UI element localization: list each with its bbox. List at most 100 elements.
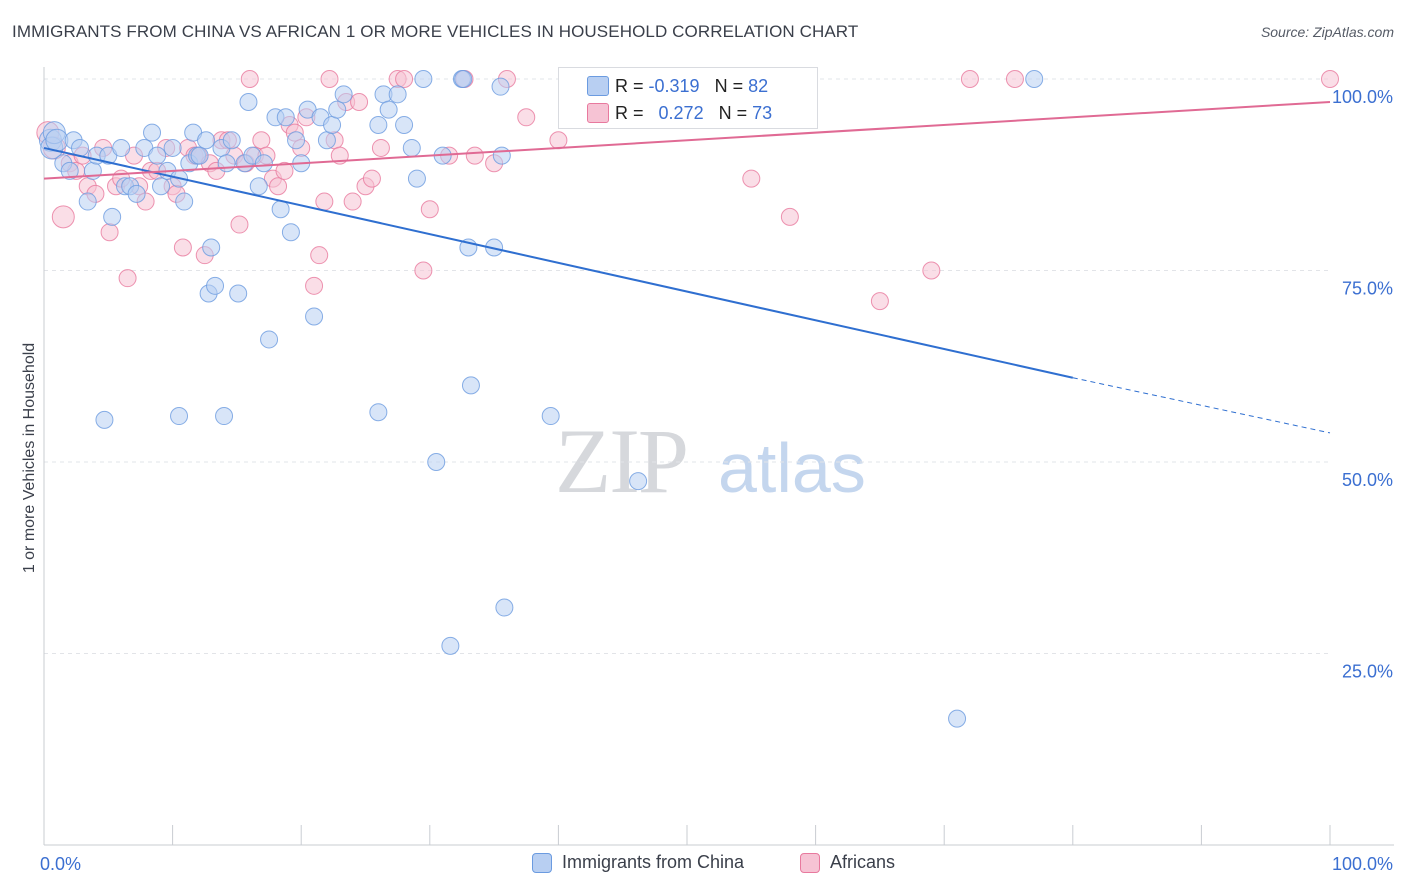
point-china-45 (276, 108, 295, 127)
point-african-31 (230, 215, 249, 234)
trendline-african (43, 100, 1331, 180)
point-china-58 (379, 100, 398, 119)
point-african-46 (315, 192, 334, 211)
point-african-58 (414, 261, 433, 280)
chart-title: IMMIGRANTS FROM CHINA VS AFRICAN 1 OR MO… (12, 22, 859, 41)
point-china-29 (197, 131, 216, 150)
point-african-45 (310, 246, 329, 265)
point-china-18 (143, 123, 162, 142)
point-african-21 (173, 238, 192, 257)
point-african-59 (420, 200, 439, 219)
point-china-5 (60, 161, 79, 180)
point-china-3 (45, 128, 69, 152)
stats-n-label-china: N = (714, 75, 744, 96)
point-china-28 (190, 146, 209, 165)
y-tick-label-0: 25.0% (1342, 662, 1393, 682)
point-china-32 (206, 276, 225, 295)
y-tick-label-2: 75.0% (1342, 279, 1393, 299)
point-china-24 (175, 192, 194, 211)
point-china-70 (492, 146, 511, 165)
x-tick-label-0: 0.0% (40, 854, 81, 874)
stats-r-value-african: 0.272 (658, 102, 704, 123)
watermark-zip: ZIP (555, 410, 689, 512)
point-china-13 (112, 138, 131, 157)
point-china-78 (629, 472, 648, 491)
point-china-36 (229, 284, 248, 303)
point-african-38 (269, 177, 288, 196)
point-china-41 (254, 154, 273, 173)
point-african-51 (343, 192, 362, 211)
point-african-9 (100, 223, 119, 242)
trendline-china-extension (1072, 377, 1331, 434)
point-china-44 (271, 200, 290, 219)
point-african-57 (395, 70, 414, 88)
point-african-55 (371, 138, 390, 157)
point-china-55 (334, 85, 353, 104)
watermark-atlas: atlas (718, 429, 866, 507)
legend-label-china: Immigrants from China (562, 852, 745, 872)
point-china-63 (414, 70, 433, 88)
point-china-8 (78, 192, 97, 211)
stats-box: R = -0.319 N = 82 R = 0.272 N = 73 (558, 67, 818, 129)
point-china-52 (317, 131, 336, 150)
stats-n-value-african: 73 (752, 102, 773, 123)
point-china-19 (148, 146, 167, 165)
point-china-16 (127, 184, 146, 203)
point-china-77 (541, 407, 560, 426)
point-china-56 (369, 115, 388, 134)
stats-r-label-china: R = (615, 75, 644, 96)
point-china-42 (260, 330, 279, 349)
point-china-47 (287, 131, 306, 150)
chart-source: Source: ZipAtlas.com (1260, 24, 1394, 40)
point-african-68 (742, 169, 761, 188)
point-china-30 (202, 238, 221, 257)
legend-swatch-african (800, 852, 820, 873)
point-china-12 (103, 207, 122, 226)
y-tick-label-1: 50.0% (1342, 470, 1393, 490)
point-african-66 (549, 131, 568, 150)
legend-swatch-china (532, 852, 552, 873)
point-african-39 (275, 161, 294, 180)
stats-n-value-china: 82 (748, 75, 769, 96)
point-china-82 (1025, 70, 1044, 88)
point-china-50 (305, 307, 324, 326)
point-african-74 (1321, 70, 1339, 88)
point-african-47 (320, 70, 339, 88)
point-china-62 (407, 169, 426, 188)
trendline-china (43, 146, 1074, 379)
point-china-66 (454, 70, 473, 88)
stats-row-china: R = -0.319 N = 82 (587, 73, 769, 99)
legend-item-african[interactable]: Africans (800, 852, 895, 873)
point-china-46 (281, 223, 300, 242)
point-china-38 (239, 92, 258, 111)
stats-row-african: R = 0.272 N = 73 (587, 100, 773, 126)
legend-label-african: Africans (830, 852, 896, 872)
point-china-40 (249, 177, 268, 196)
y-axis-label: 1 or more Vehicles in Household (21, 342, 38, 574)
point-china-35 (222, 131, 241, 150)
point-china-76 (461, 376, 480, 395)
point-china-59 (388, 85, 407, 104)
point-african-71 (922, 261, 941, 280)
point-african-62 (465, 146, 484, 165)
x-tick-label-1: 100.0% (1332, 854, 1393, 874)
point-african-69 (780, 207, 799, 226)
point-china-81 (948, 709, 967, 728)
stats-swatch-china (587, 76, 609, 96)
point-china-61 (402, 138, 421, 157)
point-china-60 (395, 115, 414, 134)
point-china-75 (427, 453, 446, 471)
point-african-73 (1005, 70, 1024, 88)
stats-n-label-african: N = (718, 102, 748, 123)
stats-r-label-african: R = (615, 102, 644, 123)
legend-item-china[interactable]: Immigrants from China (532, 852, 744, 873)
y-tick-label-3: 100.0% (1332, 87, 1393, 107)
point-african-65 (517, 108, 536, 127)
point-china-80 (441, 636, 460, 655)
point-china-54 (328, 100, 347, 119)
point-china-69 (491, 77, 510, 96)
point-china-22 (163, 138, 182, 157)
point-china-72 (95, 410, 114, 429)
point-african-2 (51, 205, 75, 229)
